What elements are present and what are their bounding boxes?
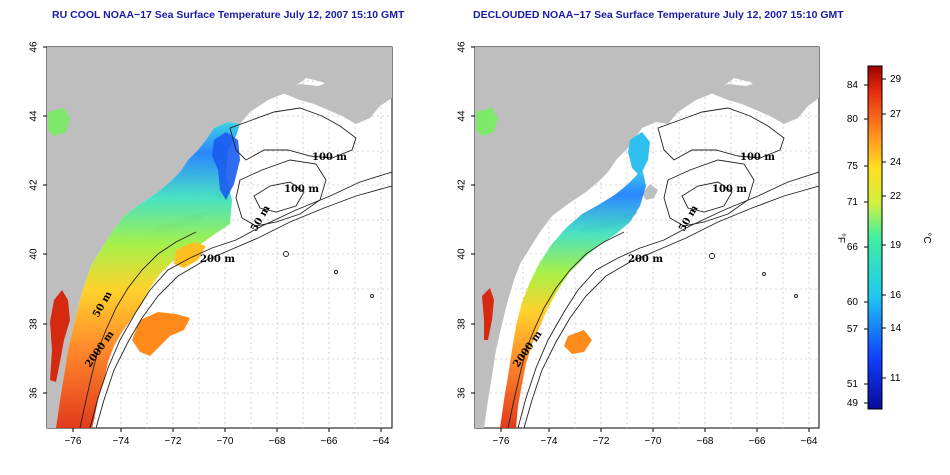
sst-chesapeake-left xyxy=(50,290,70,382)
c-tick-label: 19 xyxy=(890,240,902,251)
y-tick-label: 46 xyxy=(29,41,40,53)
y-tick-label: 38 xyxy=(457,318,468,330)
x-tick-label: −72 xyxy=(165,436,182,447)
x-tick-label: −76 xyxy=(65,436,82,447)
map-left-tick-marks xyxy=(43,46,382,432)
f-tick-label: 49 xyxy=(847,398,859,409)
y-tick-label: 46 xyxy=(457,41,468,53)
y-tick-label: 36 xyxy=(29,387,40,399)
contour-label-200m: 200 m xyxy=(200,254,235,265)
x-tick-label: −68 xyxy=(697,436,714,447)
sst-offshore-patch-left xyxy=(132,312,190,356)
c-tick-label: 24 xyxy=(890,157,902,168)
c-tick-label: 29 xyxy=(890,74,902,85)
x-tick-label: −70 xyxy=(217,436,234,447)
sst-nova-scotia-patch-left xyxy=(48,108,70,136)
c-tick-label: 14 xyxy=(890,323,902,334)
y-tick-label: 44 xyxy=(29,110,40,122)
x-tick-label: −64 xyxy=(801,436,818,447)
y-tick-label: 42 xyxy=(457,179,468,191)
y-tick-label: 42 xyxy=(29,179,40,191)
f-tick-label: 80 xyxy=(847,114,859,125)
c-tick-label: 11 xyxy=(890,373,901,384)
y-tick-label: 40 xyxy=(457,248,468,260)
contour-label-200m: 200 m xyxy=(628,254,663,265)
c-tick-label: 16 xyxy=(890,290,902,301)
contour-label-100m-a: 100 m xyxy=(740,152,775,163)
x-tick-label: −74 xyxy=(541,436,558,447)
f-tick-label: 66 xyxy=(847,242,859,253)
contour-label-100m-b: 100 m xyxy=(712,184,747,195)
land-mainland-right xyxy=(475,47,819,428)
map-left-x-ticks: −76 −74 −72 −70 −68 −66 −64 xyxy=(65,436,390,447)
colorbar-gradient xyxy=(867,65,883,410)
y-tick-label: 36 xyxy=(457,387,468,399)
x-tick-label: −66 xyxy=(321,436,338,447)
x-tick-label: −70 xyxy=(645,436,662,447)
land-mainland-left xyxy=(47,47,392,428)
f-tick-label: 57 xyxy=(847,324,859,335)
map-right: 100 m 100 m 50 m 200 m 2000 m −76 −74 −7… xyxy=(457,41,820,447)
map-left: 100 m 100 m 50 m 200 m 50 m 2000 m −76 −… xyxy=(29,41,393,447)
x-tick-label: −68 xyxy=(269,436,286,447)
x-tick-label: −72 xyxy=(593,436,610,447)
f-tick-label: 75 xyxy=(847,161,859,172)
sst-gulf-of-maine-patch-right xyxy=(628,132,650,176)
f-tick-label: 84 xyxy=(847,80,859,91)
sst-gulf-stream-patch-left xyxy=(174,242,206,268)
map-right-x-ticks: −76 −74 −72 −70 −68 −66 −64 xyxy=(493,436,818,447)
c-tick-label: 27 xyxy=(890,109,902,120)
x-tick-label: −74 xyxy=(113,436,130,447)
contour-label-100m-a: 100 m xyxy=(312,152,347,163)
bathymetry-contours-right xyxy=(507,107,819,428)
land-nova-scotia-right xyxy=(708,70,819,124)
sst-chesapeake-right xyxy=(482,288,494,340)
contour-label-100m-b: 100 m xyxy=(284,184,319,195)
colorbar-unit-f: °F xyxy=(835,233,846,243)
y-tick-label: 38 xyxy=(29,318,40,330)
map-title-left: RU COOL NOAA−17 Sea Surface Temperature … xyxy=(52,9,405,21)
y-tick-label: 40 xyxy=(29,248,40,260)
f-tick-label: 71 xyxy=(847,197,859,208)
colorbar-unit-c: °C xyxy=(921,232,932,243)
map-title-right: DECLOUDED NOAA−17 Sea Surface Temperatur… xyxy=(473,9,844,21)
sst-offshore-patch-right xyxy=(564,330,592,354)
c-tick-label: 22 xyxy=(890,191,902,202)
colorbar-c-ticks: 29 27 24 22 19 16 14 11 xyxy=(890,74,902,384)
sst-coastal-band-left xyxy=(56,122,240,428)
x-tick-label: −64 xyxy=(373,436,390,447)
sst-nova-scotia-patch-right xyxy=(476,108,498,136)
map-right-y-ticks: 36 38 40 42 44 46 xyxy=(457,41,468,399)
map-left-y-ticks: 36 38 40 42 44 46 xyxy=(29,41,40,399)
land-nova-scotia-left xyxy=(280,70,392,124)
x-tick-label: −66 xyxy=(749,436,766,447)
bathymetry-contours-left xyxy=(79,107,392,428)
colorbar: 84 80 75 71 66 60 57 51 49 29 27 24 22 1… xyxy=(835,65,932,410)
f-tick-label: 60 xyxy=(847,297,859,308)
map-right-tick-marks xyxy=(471,46,810,432)
land-cape-cod-right xyxy=(642,184,658,200)
colorbar-f-ticks: 84 80 75 71 66 60 57 51 49 xyxy=(847,80,859,409)
y-tick-label: 44 xyxy=(457,110,468,122)
sst-coastal-band-right xyxy=(500,168,646,428)
f-tick-label: 51 xyxy=(847,379,859,390)
x-tick-label: −76 xyxy=(493,436,510,447)
sst-gulf-of-maine-blue-left xyxy=(212,132,240,200)
